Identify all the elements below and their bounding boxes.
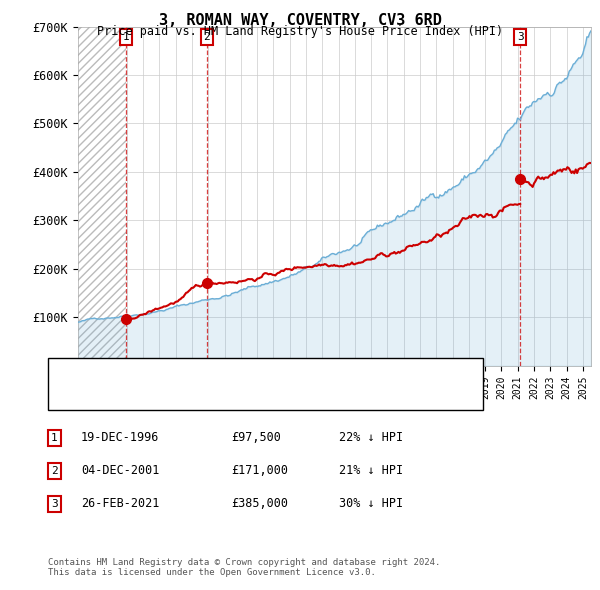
Bar [78, 27, 126, 366]
Text: Price paid vs. HM Land Registry's House Price Index (HPI): Price paid vs. HM Land Registry's House … [97, 25, 503, 38]
Text: 04-DEC-2001: 04-DEC-2001 [81, 464, 160, 477]
Text: 1: 1 [123, 32, 130, 42]
Text: 1: 1 [51, 433, 58, 442]
Text: 19-DEC-1996: 19-DEC-1996 [81, 431, 160, 444]
Text: HPI: Average price, detached house, Warwick: HPI: Average price, detached house, Warw… [89, 392, 379, 402]
Text: 22% ↓ HPI: 22% ↓ HPI [339, 431, 403, 444]
Text: 30% ↓ HPI: 30% ↓ HPI [339, 497, 403, 510]
Text: ——: —— [59, 365, 77, 380]
Text: £97,500: £97,500 [231, 431, 281, 444]
Text: 3: 3 [51, 499, 58, 509]
Text: 2: 2 [203, 32, 211, 42]
Text: 21% ↓ HPI: 21% ↓ HPI [339, 464, 403, 477]
Text: 2: 2 [51, 466, 58, 476]
Text: £385,000: £385,000 [231, 497, 288, 510]
Text: 3, ROMAN WAY, COVENTRY, CV3 6RD (detached house): 3, ROMAN WAY, COVENTRY, CV3 6RD (detache… [89, 368, 413, 377]
Text: ——: —— [59, 389, 77, 405]
Text: 26-FEB-2021: 26-FEB-2021 [81, 497, 160, 510]
Text: 3: 3 [517, 32, 524, 42]
Text: £171,000: £171,000 [231, 464, 288, 477]
Text: Contains HM Land Registry data © Crown copyright and database right 2024.
This d: Contains HM Land Registry data © Crown c… [48, 558, 440, 577]
Text: 3, ROMAN WAY, COVENTRY, CV3 6RD: 3, ROMAN WAY, COVENTRY, CV3 6RD [158, 13, 442, 28]
